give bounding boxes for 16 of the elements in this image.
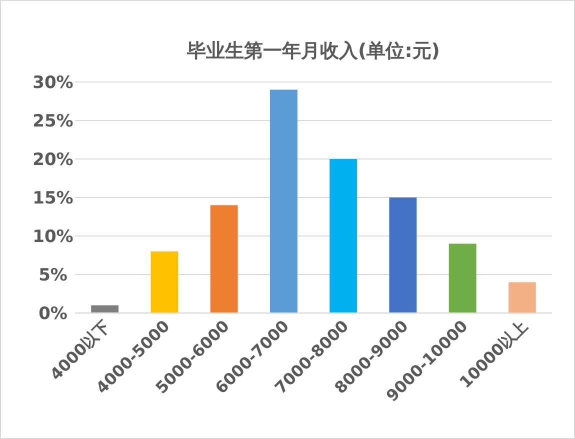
y-tick-label: 20% xyxy=(32,150,74,170)
bar xyxy=(448,244,476,313)
bar xyxy=(270,90,298,313)
bar xyxy=(91,305,119,313)
bar xyxy=(389,198,417,313)
bar xyxy=(210,205,238,313)
y-tick-label: 25% xyxy=(32,112,74,132)
y-tick-label: 30% xyxy=(32,73,74,93)
y-tick-label: 5% xyxy=(38,266,68,286)
y-tick-label: 0% xyxy=(38,304,68,324)
bar xyxy=(150,251,178,313)
y-tick-label: 10% xyxy=(32,227,74,247)
y-tick-label: 15% xyxy=(32,188,74,208)
bar xyxy=(330,159,358,313)
bar xyxy=(508,282,536,313)
chart-title: 毕业生第一年月收入(单位:元) xyxy=(186,40,440,62)
